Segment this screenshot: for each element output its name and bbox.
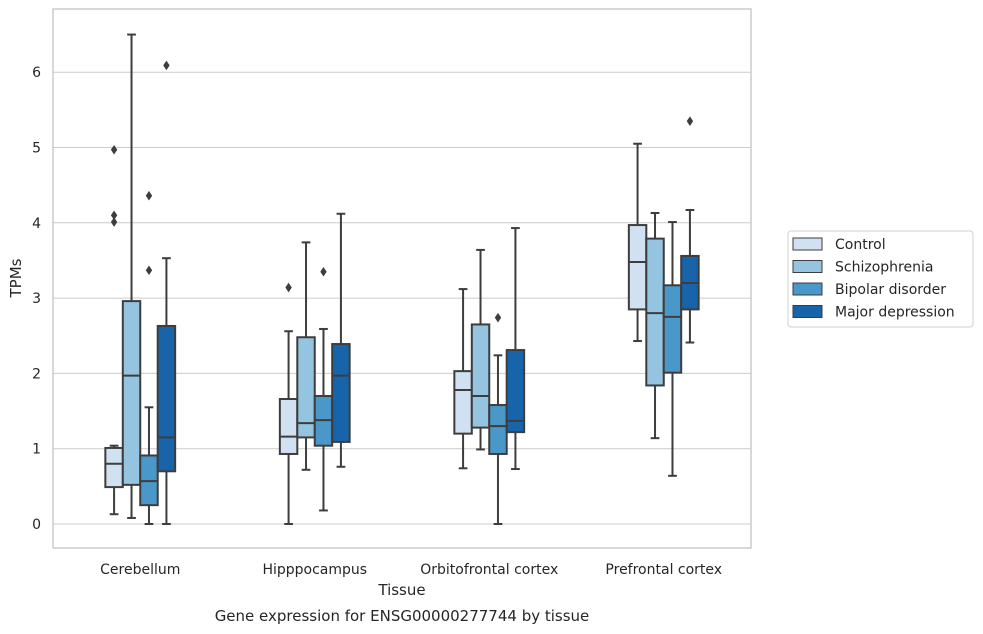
outlier-point bbox=[320, 266, 327, 277]
legend-box bbox=[787, 230, 974, 328]
box-iqr bbox=[156, 324, 177, 473]
box-bipolar-disorder bbox=[313, 266, 334, 512]
x-tick-label: Cerebellum bbox=[100, 562, 180, 578]
chart-caption: Gene expression for ENSG00000277744 by t… bbox=[215, 607, 590, 625]
legend-swatch bbox=[792, 260, 823, 273]
legend-item: Bipolar disorder bbox=[792, 282, 946, 298]
box-schizophrenia bbox=[470, 248, 491, 451]
box-iqr bbox=[331, 343, 351, 443]
legend-swatch bbox=[792, 237, 823, 251]
y-tick-label: 4 bbox=[32, 216, 41, 232]
box-iqr bbox=[662, 284, 683, 374]
legend-label: Bipolar disorder bbox=[835, 282, 946, 298]
y-tick-label: 1 bbox=[32, 442, 41, 458]
legend-label: Control bbox=[835, 237, 886, 253]
outlier-point bbox=[163, 60, 170, 71]
plot-border bbox=[52, 8, 752, 549]
x-tick-label: Hipppocampus bbox=[262, 562, 367, 578]
y-tick-label: 2 bbox=[32, 366, 41, 382]
y-tick-labels: 0 1 2 3 4 5 6 bbox=[32, 65, 41, 533]
x-tick-label: Prefrontal cortex bbox=[605, 562, 722, 578]
legend-swatch bbox=[792, 305, 823, 318]
box-series bbox=[104, 33, 700, 525]
outlier-point bbox=[145, 190, 153, 201]
box-iqr bbox=[470, 323, 491, 429]
y-tick-label: 3 bbox=[32, 291, 41, 307]
x-tick-label: Orbitofrontal cortex bbox=[420, 562, 558, 578]
box-bipolar-disorder bbox=[139, 190, 159, 525]
legend-item: Schizophrenia bbox=[792, 260, 933, 276]
box-iqr bbox=[488, 404, 508, 455]
box-iqr bbox=[627, 224, 648, 311]
box-control bbox=[278, 282, 299, 525]
box-major-depression bbox=[331, 212, 351, 468]
legend-item: Control bbox=[792, 237, 886, 253]
legend-label: Major depression bbox=[835, 305, 955, 321]
y-tick-label: 0 bbox=[32, 517, 41, 533]
box-iqr bbox=[121, 300, 142, 486]
y-tick-label: 5 bbox=[32, 141, 41, 157]
legend-label: Schizophrenia bbox=[835, 260, 933, 276]
outlier-point bbox=[110, 144, 118, 155]
box-control bbox=[104, 144, 124, 516]
outlier-point bbox=[145, 265, 153, 276]
y-axis-label: TPMs bbox=[7, 258, 25, 298]
legend-item: Major depression bbox=[792, 305, 955, 321]
box-schizophrenia bbox=[296, 241, 316, 471]
box-major-depression bbox=[680, 116, 700, 344]
x-tick-labels: Cerebellum Hipppocampus Orbitofrontal cort… bbox=[100, 562, 722, 578]
outlier-point bbox=[285, 282, 292, 293]
box-bipolar-disorder bbox=[662, 221, 683, 477]
box-major-depression bbox=[505, 227, 526, 471]
box-major-depression bbox=[156, 60, 177, 525]
box-iqr bbox=[278, 398, 299, 455]
box-iqr bbox=[505, 349, 526, 434]
x-axis-label: Tissue bbox=[377, 581, 425, 599]
box-iqr bbox=[645, 237, 665, 387]
outlier-point bbox=[494, 312, 502, 323]
y-tick-label: 6 bbox=[32, 65, 41, 81]
outlier-point bbox=[110, 210, 118, 221]
box-schizophrenia bbox=[121, 33, 142, 519]
outlier-point bbox=[110, 217, 118, 227]
outlier-point bbox=[686, 116, 694, 126]
legend: Control Schizophrenia Bipolar disorder Majo… bbox=[787, 230, 974, 328]
box-iqr bbox=[104, 446, 124, 489]
box-iqr bbox=[453, 370, 473, 435]
box-iqr bbox=[296, 336, 316, 439]
plot-frame bbox=[52, 8, 752, 549]
legend-swatch bbox=[792, 282, 823, 296]
